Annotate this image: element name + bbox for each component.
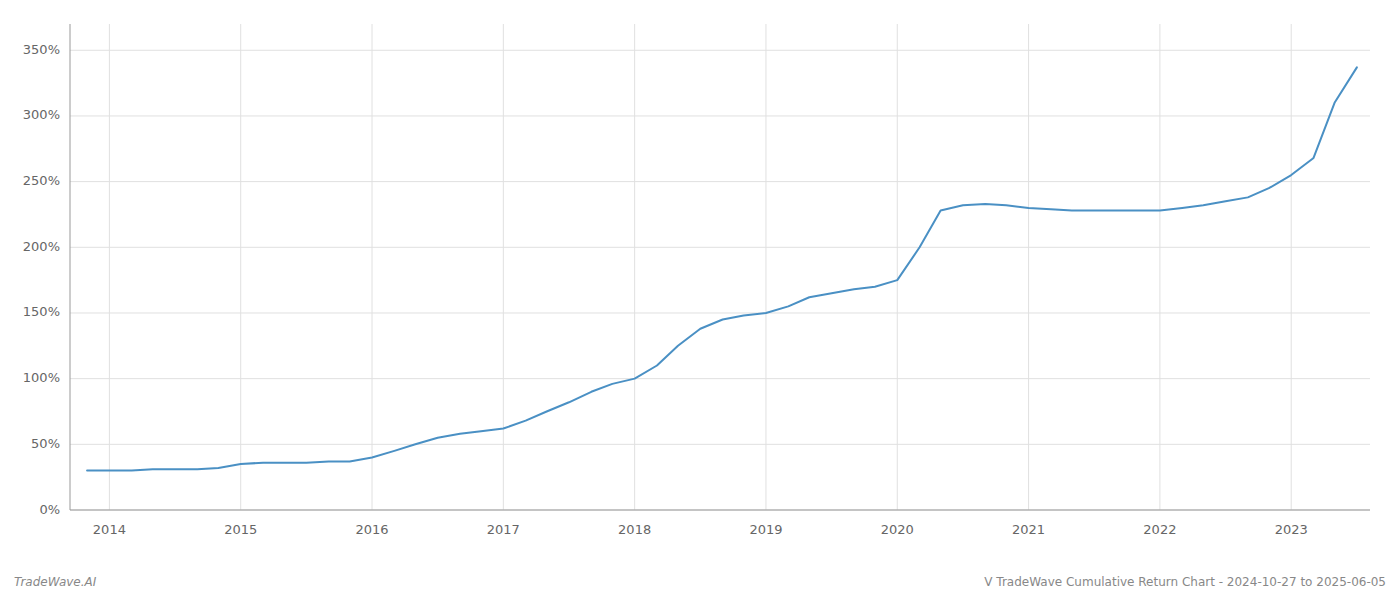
- y-grid-line: [70, 247, 1370, 248]
- x-tick-label: 2016: [355, 522, 388, 537]
- x-grid-line: [897, 24, 898, 510]
- x-grid-line: [1291, 24, 1292, 510]
- y-grid-line: [70, 378, 1370, 379]
- y-grid-line: [70, 312, 1370, 313]
- x-grid-line: [372, 24, 373, 510]
- x-tick-label: 2023: [1275, 522, 1308, 537]
- chart: 0% 50% 100% 150% 200% 250% 300% 350% 2014 2015 201…: [0, 0, 1400, 600]
- x-tick-label: 2021: [1012, 522, 1045, 537]
- x-grid-line: [765, 24, 766, 510]
- x-tick-label: 2017: [487, 522, 520, 537]
- y-tick-label: 150%: [23, 304, 60, 319]
- y-tick-label: 200%: [23, 239, 60, 254]
- x-grid-line: [1159, 24, 1160, 510]
- x-tick-label: 2014: [93, 522, 126, 537]
- x-tick-label: 2020: [881, 522, 914, 537]
- y-grid-line: [70, 444, 1370, 445]
- y-tick-label: 50%: [31, 436, 60, 451]
- title: V TradeWave Cumulative Return Chart - 20…: [984, 575, 1386, 589]
- x-tick-label: 2019: [749, 522, 782, 537]
- y-tick-label: 100%: [23, 370, 60, 385]
- y-grid-line: [70, 50, 1370, 51]
- y-tick-label: 300%: [23, 107, 60, 122]
- x-grid-line: [240, 24, 241, 510]
- x-tick-label: 2022: [1143, 522, 1176, 537]
- y-tick-label: 0%: [39, 502, 60, 517]
- x-grid-line: [1028, 24, 1029, 510]
- x-grid-line: [634, 24, 635, 510]
- grid: [70, 24, 1370, 510]
- plot-area: [87, 67, 1357, 470]
- y-tick-label: 350%: [23, 42, 60, 57]
- x-grid-line: [109, 24, 110, 510]
- y-tick-label: 250%: [23, 173, 60, 188]
- line: [87, 67, 1357, 470]
- x-tick-label: 2018: [618, 522, 651, 537]
- x-tick-label: 2015: [224, 522, 257, 537]
- y-axis-line: [70, 24, 71, 510]
- x-axis-line: [70, 510, 1370, 511]
- x-grid-line: [503, 24, 504, 510]
- y-grid-line: [70, 181, 1370, 182]
- watermark: TradeWave.AI: [14, 575, 97, 589]
- y-grid-line: [70, 510, 1370, 511]
- y-grid-line: [70, 115, 1370, 116]
